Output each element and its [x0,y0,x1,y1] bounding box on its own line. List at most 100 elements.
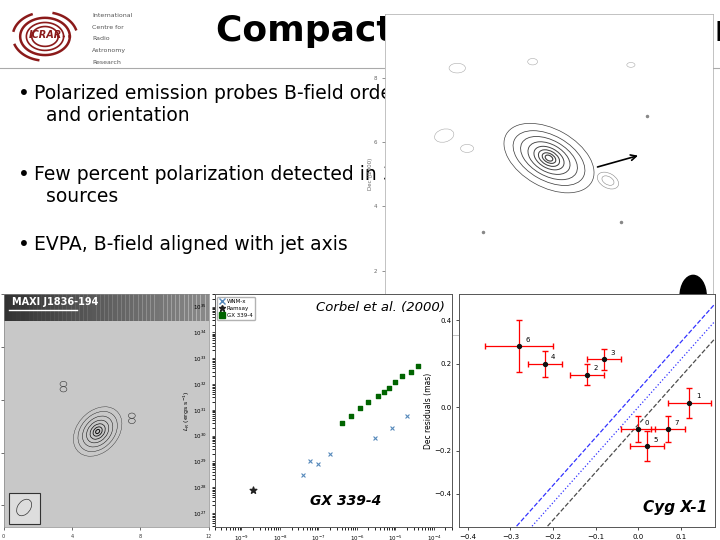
Text: EVPA, B-field aligned with jet axis: EVPA, B-field aligned with jet axis [34,235,348,254]
Point [312,460,324,468]
Point [384,384,395,393]
Point [247,485,258,494]
Text: •: • [18,84,30,103]
Point [632,424,644,433]
FancyBboxPatch shape [45,294,50,321]
Point [390,377,401,386]
FancyBboxPatch shape [163,294,168,321]
FancyBboxPatch shape [29,294,34,321]
FancyBboxPatch shape [24,294,30,321]
FancyBboxPatch shape [184,294,189,321]
Legend: WNM-x, Ramsay, GX 339-4: WNM-x, Ramsay, GX 339-4 [217,297,255,320]
FancyBboxPatch shape [104,294,109,321]
Y-axis label: Dec residuals (mas): Dec residuals (mas) [424,372,433,449]
FancyBboxPatch shape [150,294,156,321]
Point [354,403,366,412]
Point [513,342,525,350]
FancyBboxPatch shape [84,294,89,321]
FancyBboxPatch shape [4,294,9,321]
Point [297,470,309,479]
FancyBboxPatch shape [175,294,181,321]
FancyBboxPatch shape [204,294,210,321]
Ellipse shape [680,275,706,317]
FancyBboxPatch shape [75,294,80,321]
FancyBboxPatch shape [50,294,55,321]
FancyBboxPatch shape [96,294,101,321]
Text: Radio: Radio [92,36,109,42]
FancyBboxPatch shape [146,294,151,321]
FancyBboxPatch shape [121,294,126,321]
Y-axis label: Dec (J2000): Dec (J2000) [368,158,373,190]
FancyBboxPatch shape [9,492,40,524]
Point [369,434,381,442]
FancyBboxPatch shape [87,294,92,321]
Text: Polarized emission probes B-field ordering
  and orientation: Polarized emission probes B-field orderi… [34,84,428,125]
FancyBboxPatch shape [58,294,63,321]
Point [405,367,416,376]
Text: 0: 0 [644,420,649,426]
FancyBboxPatch shape [142,294,147,321]
FancyBboxPatch shape [129,294,135,321]
Text: •: • [18,165,30,184]
Text: Corbel et al. (2000): Corbel et al. (2000) [316,301,445,314]
Point [386,423,397,432]
Text: Few percent polarization detected in 3
  sources: Few percent polarization detected in 3 s… [34,165,395,206]
FancyBboxPatch shape [200,294,205,321]
Text: 4: 4 [551,354,555,360]
Text: 3: 3 [611,350,615,356]
Point [378,388,390,396]
Point [304,457,315,465]
Point [582,370,593,379]
FancyBboxPatch shape [66,294,71,321]
FancyBboxPatch shape [54,294,59,321]
Y-axis label: $L_R$ (ergs s$^{-1}$): $L_R$ (ergs s$^{-1}$) [181,390,192,430]
Text: ICRAR: ICRAR [28,30,62,40]
Point [598,355,610,364]
FancyBboxPatch shape [167,294,172,321]
FancyBboxPatch shape [33,294,38,321]
Text: International: International [92,13,132,18]
Text: 5: 5 [653,437,657,443]
Text: GX 339-4: GX 339-4 [310,494,381,508]
Point [413,362,424,370]
FancyBboxPatch shape [197,294,202,321]
Text: •: • [18,235,30,254]
Point [324,449,336,458]
Point [539,360,550,368]
Text: 7: 7 [675,420,679,426]
FancyBboxPatch shape [20,294,25,321]
FancyBboxPatch shape [16,294,22,321]
FancyBboxPatch shape [133,294,138,321]
Point [641,442,652,450]
Text: Cyg X-1: Cyg X-1 [643,500,707,515]
FancyBboxPatch shape [91,294,96,321]
FancyBboxPatch shape [117,294,122,321]
FancyBboxPatch shape [125,294,130,321]
Point [396,372,408,381]
FancyBboxPatch shape [37,294,42,321]
FancyBboxPatch shape [171,294,176,321]
Point [401,411,413,420]
X-axis label: RA (J2000): RA (J2000) [534,349,564,354]
Point [336,419,347,428]
FancyBboxPatch shape [209,294,214,321]
FancyBboxPatch shape [100,294,105,321]
FancyBboxPatch shape [154,294,160,321]
FancyBboxPatch shape [112,294,117,321]
FancyBboxPatch shape [108,294,114,321]
Text: Research: Research [92,60,121,65]
Text: 1: 1 [696,394,701,400]
FancyBboxPatch shape [79,294,84,321]
Text: 6: 6 [526,337,530,343]
FancyBboxPatch shape [41,294,46,321]
Point [662,424,674,433]
FancyBboxPatch shape [12,294,17,321]
Point [372,392,384,400]
FancyBboxPatch shape [71,294,76,321]
FancyBboxPatch shape [138,294,143,321]
FancyBboxPatch shape [188,294,193,321]
FancyBboxPatch shape [158,294,163,321]
Point [363,398,374,407]
Point [684,399,696,407]
FancyBboxPatch shape [179,294,184,321]
